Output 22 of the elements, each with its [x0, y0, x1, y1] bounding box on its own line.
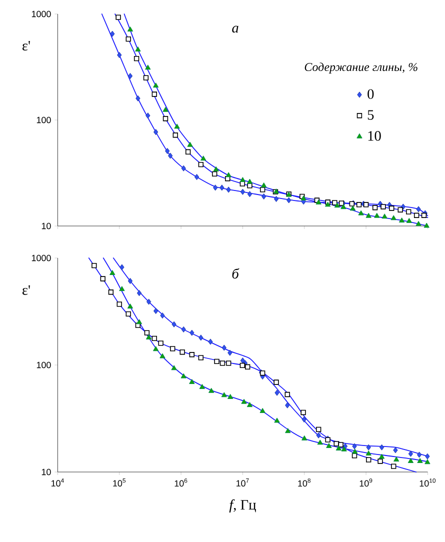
y-axis-title: ε' [22, 41, 30, 51]
y-tick-label: 1000 [32, 10, 51, 18]
x-axis-title: f, Гц [229, 499, 256, 513]
text: а [232, 26, 238, 33]
y-tick-label: 1000 [32, 254, 51, 262]
x-tick-label: 10$^{5}$ [113, 478, 126, 487]
x-tick-label: 10$^{6}$ [174, 478, 188, 487]
y-axis-title: ε' [22, 285, 30, 295]
x-tick-label: 10$^{7}$ [236, 478, 249, 487]
y-tick-label: 10 [42, 222, 51, 230]
x-tick-label: 10$^{8}$ [298, 478, 311, 487]
x-tick-label: 10$^{10}$ [420, 478, 436, 487]
legend-title: Содержание глины, % [304, 62, 418, 74]
x-tick-label: 10$^{4}$ [51, 478, 64, 487]
legend-label: 0 [368, 89, 374, 99]
x-tick-label: 10$^{9}$ [360, 478, 372, 487]
y-tick-label: 100 [36, 116, 51, 124]
legend-label: 5 [368, 110, 374, 120]
legend-label: 10 [368, 131, 381, 141]
y-tick-label: 100 [36, 362, 51, 368]
y-tick-label: 10 [42, 468, 51, 476]
text: б [232, 268, 240, 279]
